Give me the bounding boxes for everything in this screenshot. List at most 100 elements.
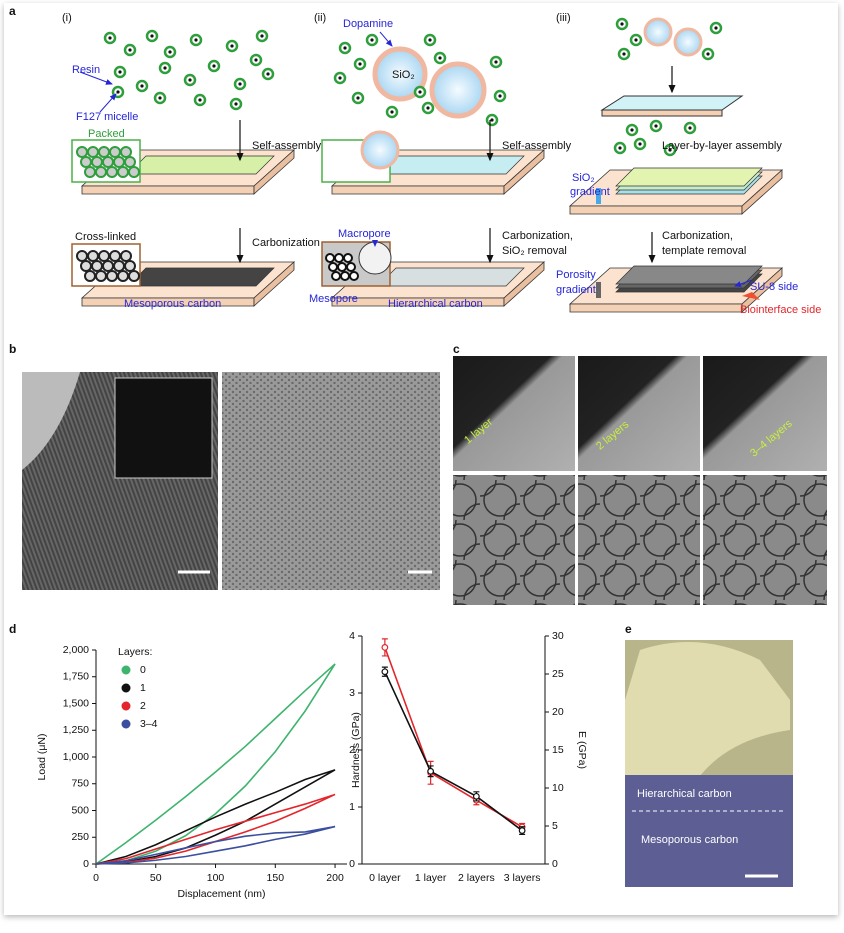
silica-sphere <box>429 61 487 119</box>
x-tick-label: 50 <box>150 872 162 884</box>
y-tick-label: 500 <box>71 804 89 816</box>
label: Packed <box>88 128 125 140</box>
y2-tick-label: 0 <box>552 858 558 870</box>
mesopore <box>328 262 338 272</box>
panel-label: d <box>9 622 16 636</box>
micelle-core <box>358 62 362 66</box>
bio-arrow <box>742 292 760 300</box>
mesopore <box>325 253 335 263</box>
micelle-core <box>714 26 718 30</box>
y-tick-label: 0 <box>349 858 355 870</box>
micelle-core <box>150 34 154 38</box>
point <box>381 644 389 651</box>
packed-micelle <box>109 146 121 158</box>
crosslinked-micelle <box>95 270 107 282</box>
panel-label: c <box>453 342 460 356</box>
panel-label: a <box>9 4 16 18</box>
crosslinked-micelle <box>113 260 125 272</box>
packed-micelle <box>113 156 125 168</box>
legend-swatch <box>121 719 131 729</box>
packed-micelle <box>117 166 129 178</box>
x-tick-label: 200 <box>326 872 344 884</box>
micelle-core <box>254 58 258 62</box>
x-tick-label: 100 <box>207 872 225 884</box>
step-label: Carbonization <box>252 237 320 249</box>
micelle-core <box>630 128 634 132</box>
x-tick-label: 2 layers <box>458 872 495 884</box>
label: gradient <box>570 186 610 198</box>
step-label: Layer-by-layer assembly <box>662 140 782 152</box>
label: Mesoporous carbon <box>124 298 221 310</box>
step-label: SiO₂ removal <box>502 245 567 257</box>
subpanel-label: (iii) <box>556 12 571 24</box>
label: Resin <box>72 64 100 76</box>
micelle-core <box>638 142 642 146</box>
legend-label: 1 <box>140 682 146 694</box>
x-tick-label: 1 layer <box>415 872 447 884</box>
substrate-side <box>331 185 505 195</box>
label: Macropore <box>338 228 391 240</box>
micelle-core <box>706 52 710 56</box>
film <box>600 95 744 111</box>
tem-image <box>578 475 700 605</box>
micelle-core <box>498 94 502 98</box>
label: SiO₂ <box>572 172 595 184</box>
micelle-core <box>618 146 622 150</box>
label: Porosity <box>556 269 596 281</box>
film <box>615 167 763 187</box>
pointer <box>379 31 393 47</box>
packed-micelle <box>124 156 136 168</box>
crosslinked-micelle <box>106 270 118 282</box>
mesopore <box>346 262 356 272</box>
substrate-side <box>569 205 743 215</box>
gradient-bar <box>596 282 601 298</box>
micelle-core <box>688 126 692 130</box>
legend-label: 3–4 <box>140 718 158 730</box>
micelle-core <box>128 48 132 52</box>
series-line <box>384 671 523 832</box>
region-label: Mesoporous carbon <box>641 834 738 846</box>
label: Cross-linked <box>75 231 136 243</box>
step-label: Carbonization, <box>662 230 733 242</box>
substrate-side <box>81 185 255 195</box>
packed-micelle <box>76 146 88 158</box>
step-label: Self-assembly <box>252 140 322 152</box>
step-label: Carbonization, <box>502 230 573 242</box>
schematics <box>71 17 784 313</box>
legend-label: 2 <box>140 700 146 712</box>
x-tick-label: 0 <box>93 872 99 884</box>
crosslinked-micelle <box>87 250 99 262</box>
packed-micelle <box>80 156 92 168</box>
film <box>377 155 525 175</box>
sem-image <box>453 356 575 471</box>
point <box>518 827 526 834</box>
legend-label: 0 <box>140 664 146 676</box>
micelle-core <box>168 50 172 54</box>
crosslinked-micelle <box>109 250 121 262</box>
film <box>615 265 763 285</box>
y2-tick-label: 5 <box>552 820 558 832</box>
x-axis-label: Displacement (nm) <box>177 888 265 900</box>
crosslinked-micelle <box>76 250 88 262</box>
packed-micelle <box>102 156 114 168</box>
mesopore <box>349 271 359 281</box>
film <box>127 267 275 287</box>
micelle-core <box>438 56 442 60</box>
inset-sphere <box>360 130 400 170</box>
micelle-core <box>188 78 192 82</box>
packed-micelle <box>120 146 132 158</box>
y2-tick-label: 25 <box>552 668 564 680</box>
label: Biointerface side <box>740 304 821 316</box>
label: SiO₂ <box>392 69 415 81</box>
series-line <box>95 793 336 865</box>
micelle-core <box>260 34 264 38</box>
point <box>472 792 480 800</box>
y-tick-label: 2 <box>349 744 355 756</box>
sem-feature <box>625 642 790 790</box>
film <box>127 155 275 175</box>
micelle-core <box>370 38 374 42</box>
substrate-side <box>741 267 783 313</box>
micelle-core <box>116 90 120 94</box>
label: gradient <box>556 284 596 296</box>
micelle-core <box>634 38 638 42</box>
